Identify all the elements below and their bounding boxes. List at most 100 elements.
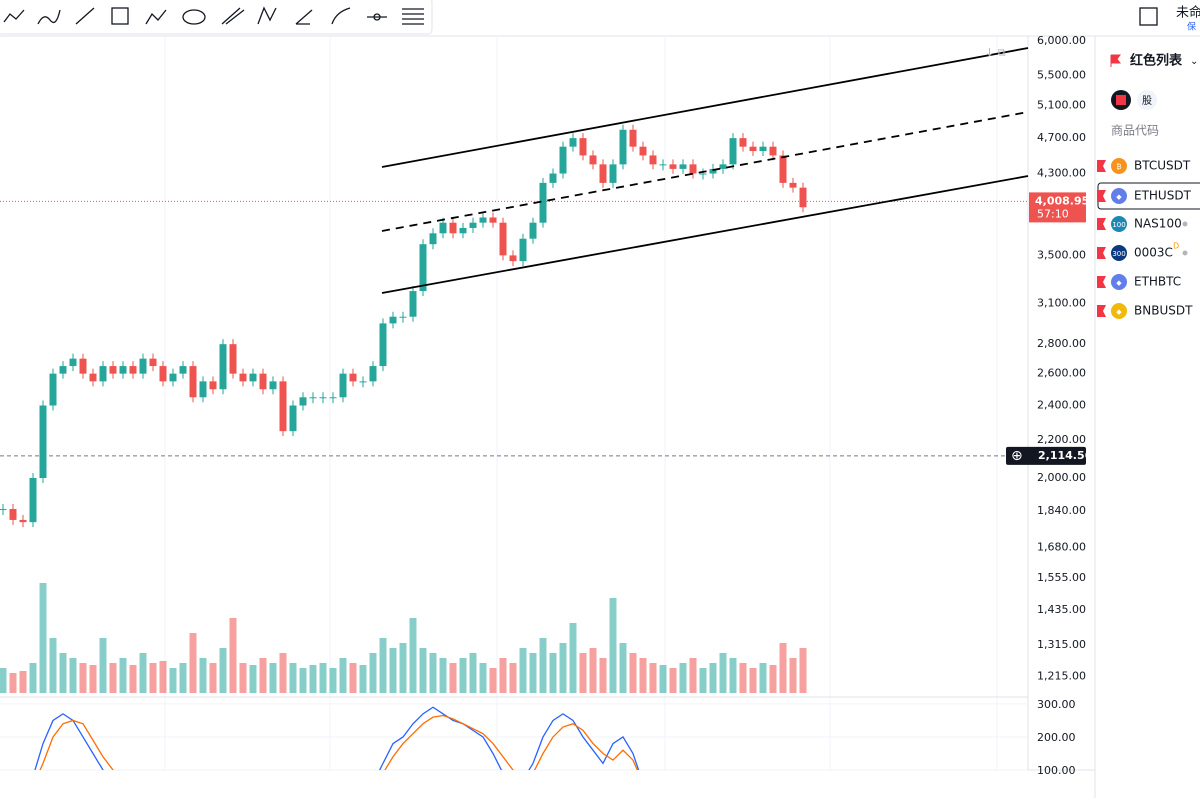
candle [789, 182, 797, 188]
volume-bar [319, 663, 327, 693]
candle [349, 373, 357, 382]
candle [749, 146, 757, 152]
y-tick-label: 1,315.00 [1037, 638, 1086, 651]
trend-channel[interactable] [381, 47, 1029, 294]
candle [519, 238, 527, 262]
row-flag [1097, 247, 1106, 259]
candle [389, 316, 397, 324]
y-tick-label: 3,100.00 [1037, 297, 1086, 310]
y-tick-label: 5,500.00 [1037, 69, 1086, 82]
symbol-icon [1111, 188, 1127, 204]
candle [459, 227, 467, 234]
candle [129, 366, 137, 374]
volume-bar [289, 663, 297, 693]
crosshair-plus[interactable]: ⊕ [1011, 448, 1023, 464]
volume-bar [129, 665, 137, 693]
volume-bar [429, 653, 437, 693]
candle [89, 373, 97, 382]
candle [149, 358, 157, 367]
volume-bar [69, 658, 77, 693]
candle [239, 373, 247, 382]
volume-bar [119, 658, 127, 693]
candle [649, 155, 657, 165]
candle [299, 397, 307, 406]
symbol-icon [1111, 158, 1127, 174]
volume-bar [529, 653, 537, 693]
badge-bg[interactable] [1137, 90, 1157, 110]
candle [29, 478, 37, 523]
layout-name[interactable]: 未命 [1176, 5, 1200, 21]
volume-bar [29, 663, 37, 693]
volume-bar [149, 663, 157, 693]
dropdown[interactable]: ⌄ [1190, 56, 1198, 67]
volume-bar [89, 665, 97, 693]
candle [339, 373, 347, 398]
volume-bar [19, 671, 27, 693]
candle [719, 164, 727, 169]
volume-bar [689, 658, 697, 693]
candle [219, 344, 227, 390]
y-tick-label: 1,680.00 [1037, 540, 1086, 553]
indicator-tick-label: 100.00 [1037, 764, 1076, 777]
volume-bar [669, 668, 677, 693]
y-tick-label: 2,200.00 [1037, 433, 1086, 446]
toolbar-icons[interactable] [3, 6, 424, 25]
candle [359, 381, 367, 383]
candle [289, 405, 297, 432]
checkbox[interactable] [1139, 7, 1158, 26]
volume-bar [609, 598, 617, 693]
candle [69, 358, 77, 367]
row-flag [1097, 276, 1106, 288]
candle [439, 222, 447, 234]
symbol[interactable]: ETHUSDT [1134, 189, 1192, 203]
candle [319, 397, 327, 399]
volume-bar [759, 663, 767, 693]
symbol[interactable]: BTCUSDT [1134, 159, 1191, 173]
volume-bar [399, 643, 407, 693]
badge[interactable]: 股 [1142, 95, 1152, 107]
candle [19, 519, 27, 523]
symbol-flag: D [1173, 242, 1179, 251]
candle [199, 381, 207, 398]
candle [189, 366, 197, 398]
candle [0, 509, 7, 511]
volume-bar [789, 658, 797, 693]
volume-bar [519, 648, 527, 693]
volume-bar [729, 658, 737, 693]
volume-bar [449, 663, 457, 693]
candle [489, 217, 497, 223]
symbol[interactable]: 0003C [1134, 246, 1173, 260]
symbol[interactable]: ETHBTC [1134, 275, 1181, 289]
candle [469, 222, 477, 228]
candle [259, 373, 267, 390]
candle [369, 366, 377, 382]
symbol[interactable]: BNBUSDT [1134, 304, 1193, 318]
candle [99, 366, 107, 382]
symbol-icon [1111, 216, 1127, 232]
symbol-icon-text: 300 [1112, 250, 1125, 258]
volume-bar [779, 643, 787, 693]
candle [179, 366, 187, 374]
countdown: 57:10 [1037, 207, 1069, 220]
candle [729, 138, 737, 165]
save-hint[interactable]: 保 [1187, 21, 1196, 33]
y-tick-label: 1,840.00 [1037, 504, 1086, 517]
scroll-icons[interactable]: ↓ ⧉ [985, 46, 1006, 59]
candle [549, 173, 557, 183]
row-flag [1097, 218, 1106, 230]
volume-bar [719, 653, 727, 693]
candle [699, 173, 707, 175]
symbol-icon [1111, 274, 1127, 290]
symbol[interactable]: NAS100 [1134, 217, 1182, 231]
symbol-icon-text: ◆ [1116, 308, 1122, 316]
volume-bar [749, 668, 757, 693]
candle [269, 381, 277, 390]
volume-bar [309, 665, 317, 693]
volume-bar [739, 663, 747, 693]
candle [9, 509, 17, 520]
volume-bar [159, 661, 167, 693]
watchlist-title[interactable]: 红色列表 [1130, 53, 1183, 69]
y-tick-label: 6,000.00 [1037, 34, 1086, 47]
candle [759, 146, 767, 152]
volume-bar [359, 665, 367, 693]
